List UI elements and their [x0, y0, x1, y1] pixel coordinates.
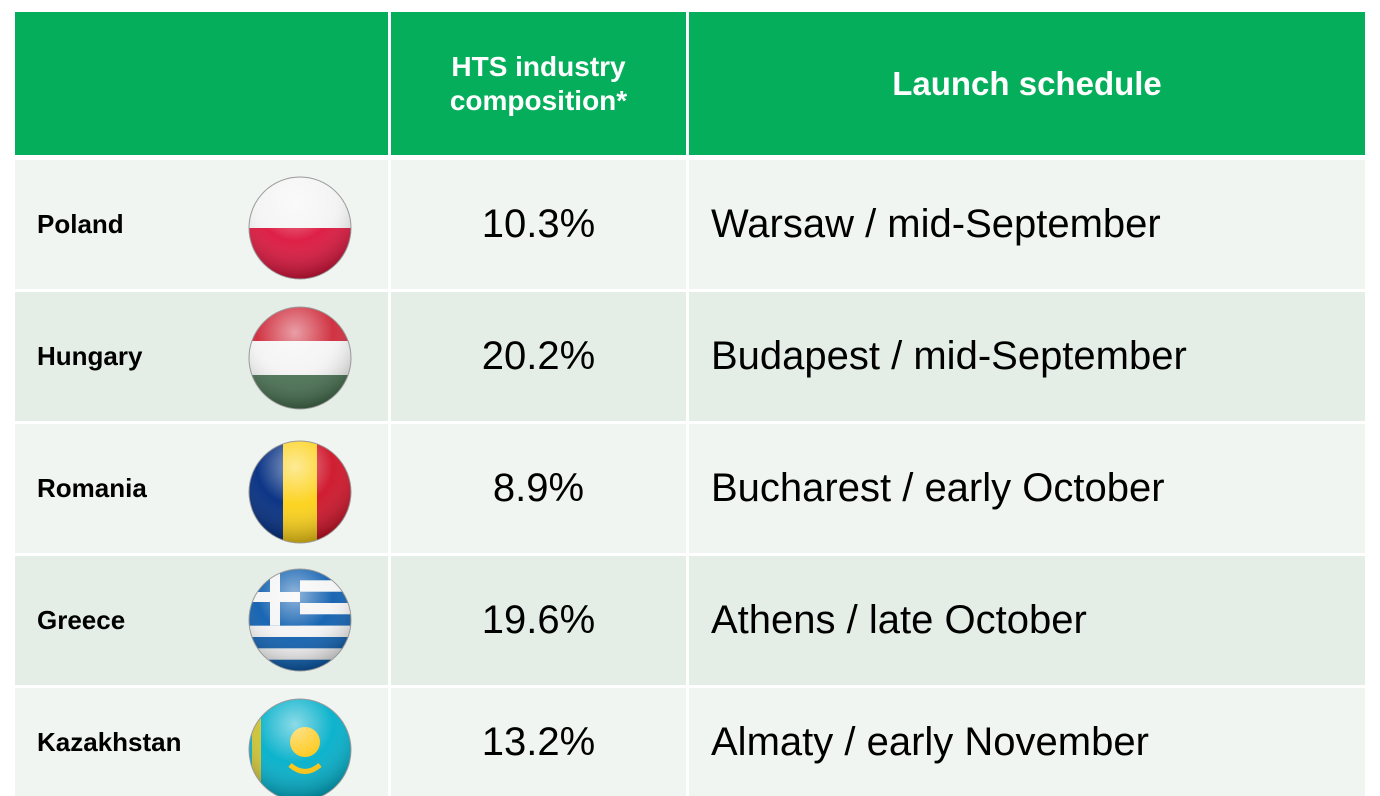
header-cell: Launch schedule	[689, 12, 1365, 155]
country-cell: Greece	[15, 556, 388, 685]
composition-cell: 10.3%	[391, 160, 686, 289]
header-cell: HTS industry composition*	[391, 12, 686, 155]
composition-cell: 19.6%	[391, 556, 686, 685]
country-cell: Hungary	[15, 292, 388, 421]
composition-cell: 8.9%	[391, 424, 686, 553]
schedule-cell: Athens / late October	[689, 556, 1365, 685]
header-blank	[15, 12, 388, 155]
schedule-cell: Budapest / mid-September	[689, 292, 1365, 421]
schedule-cell: Warsaw / mid-September	[689, 160, 1365, 289]
composition-cell: 13.2%	[391, 688, 686, 796]
schedule-cell: Bucharest / early October	[689, 424, 1365, 553]
composition-cell: 20.2%	[391, 292, 686, 421]
country-cell: Poland	[15, 160, 388, 289]
country-cell: Kazakhstan	[15, 688, 388, 796]
country-cell: Romania	[15, 424, 388, 553]
schedule-cell: Almaty / early November	[689, 688, 1365, 796]
